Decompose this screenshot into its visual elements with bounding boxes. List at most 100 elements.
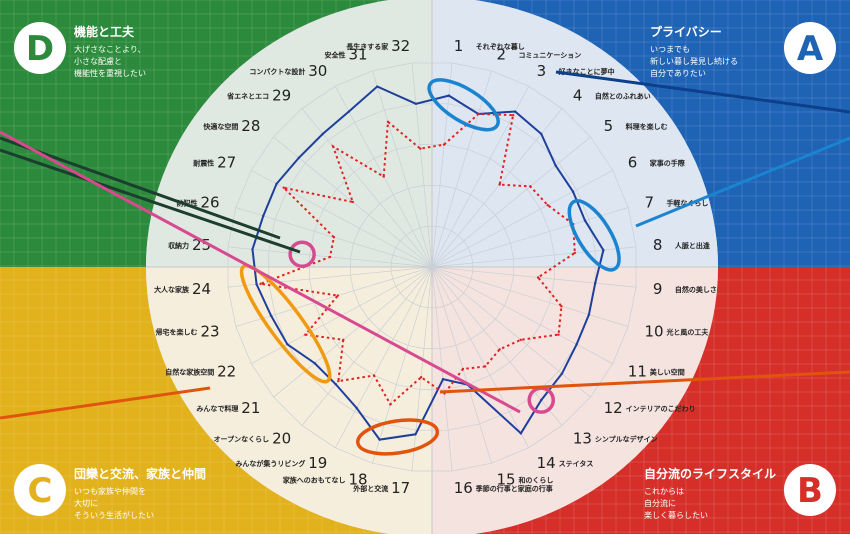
highlight-ellipse [427, 78, 500, 132]
arrow-dark-left [0, 136, 281, 240]
radar-ring [350, 185, 514, 349]
quadrant-a-letter: A [797, 29, 824, 69]
axis-number: 2 [496, 46, 506, 64]
radar-spoke [251, 170, 433, 268]
series-point [282, 186, 285, 189]
quadrant-a-tint [432, 0, 718, 267]
series-point [255, 283, 258, 286]
quadrant-d-block: D 機能と工夫 大げさなことより、 小さな配慮と 機能性を重視したい [14, 22, 146, 78]
quadrant-a-desc-3: 自分でありたい [650, 68, 706, 78]
radar-spoke [431, 266, 529, 448]
axis-label: 人脈と出逢 [675, 241, 710, 250]
axis-label: 大人な家族 [154, 285, 190, 294]
quadrant-b-desc-2: 自分流に [644, 498, 676, 508]
radar-spoke [301, 266, 433, 426]
axis-number: 7 [644, 194, 654, 212]
highlight-layer [239, 78, 621, 456]
series-point [557, 333, 560, 336]
axis-label-group: 13 シンプルなデザイン [573, 430, 658, 448]
series-point [594, 281, 597, 285]
axis-label: みんなが集うリビング [235, 459, 305, 468]
arrow-blue-right [635, 136, 850, 228]
axis-label: ステイタス [559, 459, 594, 468]
annotation-arrows [0, 70, 850, 420]
quadrant-d-badge [14, 22, 66, 74]
radar-spoke [431, 266, 637, 288]
series-point [587, 313, 591, 316]
quadrant-b-tint [432, 267, 718, 534]
series-point [540, 132, 543, 136]
series-point [337, 379, 340, 383]
quadrant-a-desc-2: 新しい暮し発見し続ける [650, 56, 738, 66]
axis-label: 収納力 [168, 241, 189, 250]
series-point [414, 433, 417, 436]
radar-spoke [431, 266, 613, 364]
radar-spoke [431, 70, 492, 268]
series-point [376, 85, 379, 88]
axis-number: 32 [391, 37, 410, 55]
quadrant-c-tint [146, 267, 432, 534]
axis-label-group: 7 手軽なくらし [644, 194, 708, 212]
series-point [372, 374, 376, 377]
axis-label-group: 5 料理を楽しむ [604, 117, 668, 135]
series-point [441, 378, 445, 381]
axis-number: 6 [628, 153, 638, 171]
series-point [259, 282, 262, 286]
series-point [336, 294, 340, 297]
axis-label: 家事の手際 [650, 158, 686, 167]
axis-label-group: 12 インテリアのこだわり [604, 399, 696, 417]
axis-number: 26 [200, 194, 219, 212]
quadrant-b-block: B 自分流のライフスタイル これからは 自分流に 楽しく暮らしたい [644, 464, 836, 520]
series-point [297, 156, 301, 159]
radar-spoke [431, 266, 563, 426]
axis-number: 14 [537, 454, 556, 472]
axis-label: みんなで料理 [196, 404, 238, 413]
axis-label: シンプルなデザイン [595, 435, 658, 444]
axis-label: 耐震性 [193, 158, 214, 167]
series-point [286, 343, 289, 346]
axis-label: オープンなくらし [214, 435, 270, 444]
radar-spoke [431, 266, 492, 464]
series-point [334, 383, 337, 386]
axis-label: 料理を楽しむ [626, 122, 668, 131]
axis-label: 安全性 [325, 51, 346, 60]
series-point [447, 94, 451, 97]
axis-number: 18 [348, 470, 367, 488]
series-point [540, 398, 543, 402]
series-point [332, 236, 336, 239]
series-point [560, 372, 564, 375]
series-point [442, 143, 446, 146]
series-point [386, 120, 390, 124]
series-point [328, 255, 332, 259]
axis-number: 31 [348, 46, 367, 64]
axis-label-group: 2 コミュニケーション [496, 46, 581, 64]
axis-label: 和のくらし [517, 475, 553, 484]
axis-label: 好きなことに夢中 [558, 67, 615, 76]
radar-spoke [235, 266, 433, 327]
series-point [321, 132, 324, 136]
axis-label: 防犯性 [177, 199, 198, 208]
series-point [351, 200, 354, 204]
quadrant-b-letter: B [797, 471, 823, 511]
quadrant-d-letter: D [26, 29, 54, 69]
axis-number: 13 [573, 430, 592, 448]
series-point [575, 343, 578, 346]
radar-spoke [411, 266, 433, 472]
series-point [583, 219, 587, 222]
axis-number: 15 [496, 470, 515, 488]
radar-spoke [273, 266, 433, 398]
quadrant-b-desc-1: これからは [644, 487, 684, 496]
arrow-navy-right [555, 70, 850, 114]
axis-label: それぞれな暮し [476, 42, 525, 51]
axis-label: 自然とのふれあい [595, 91, 651, 100]
